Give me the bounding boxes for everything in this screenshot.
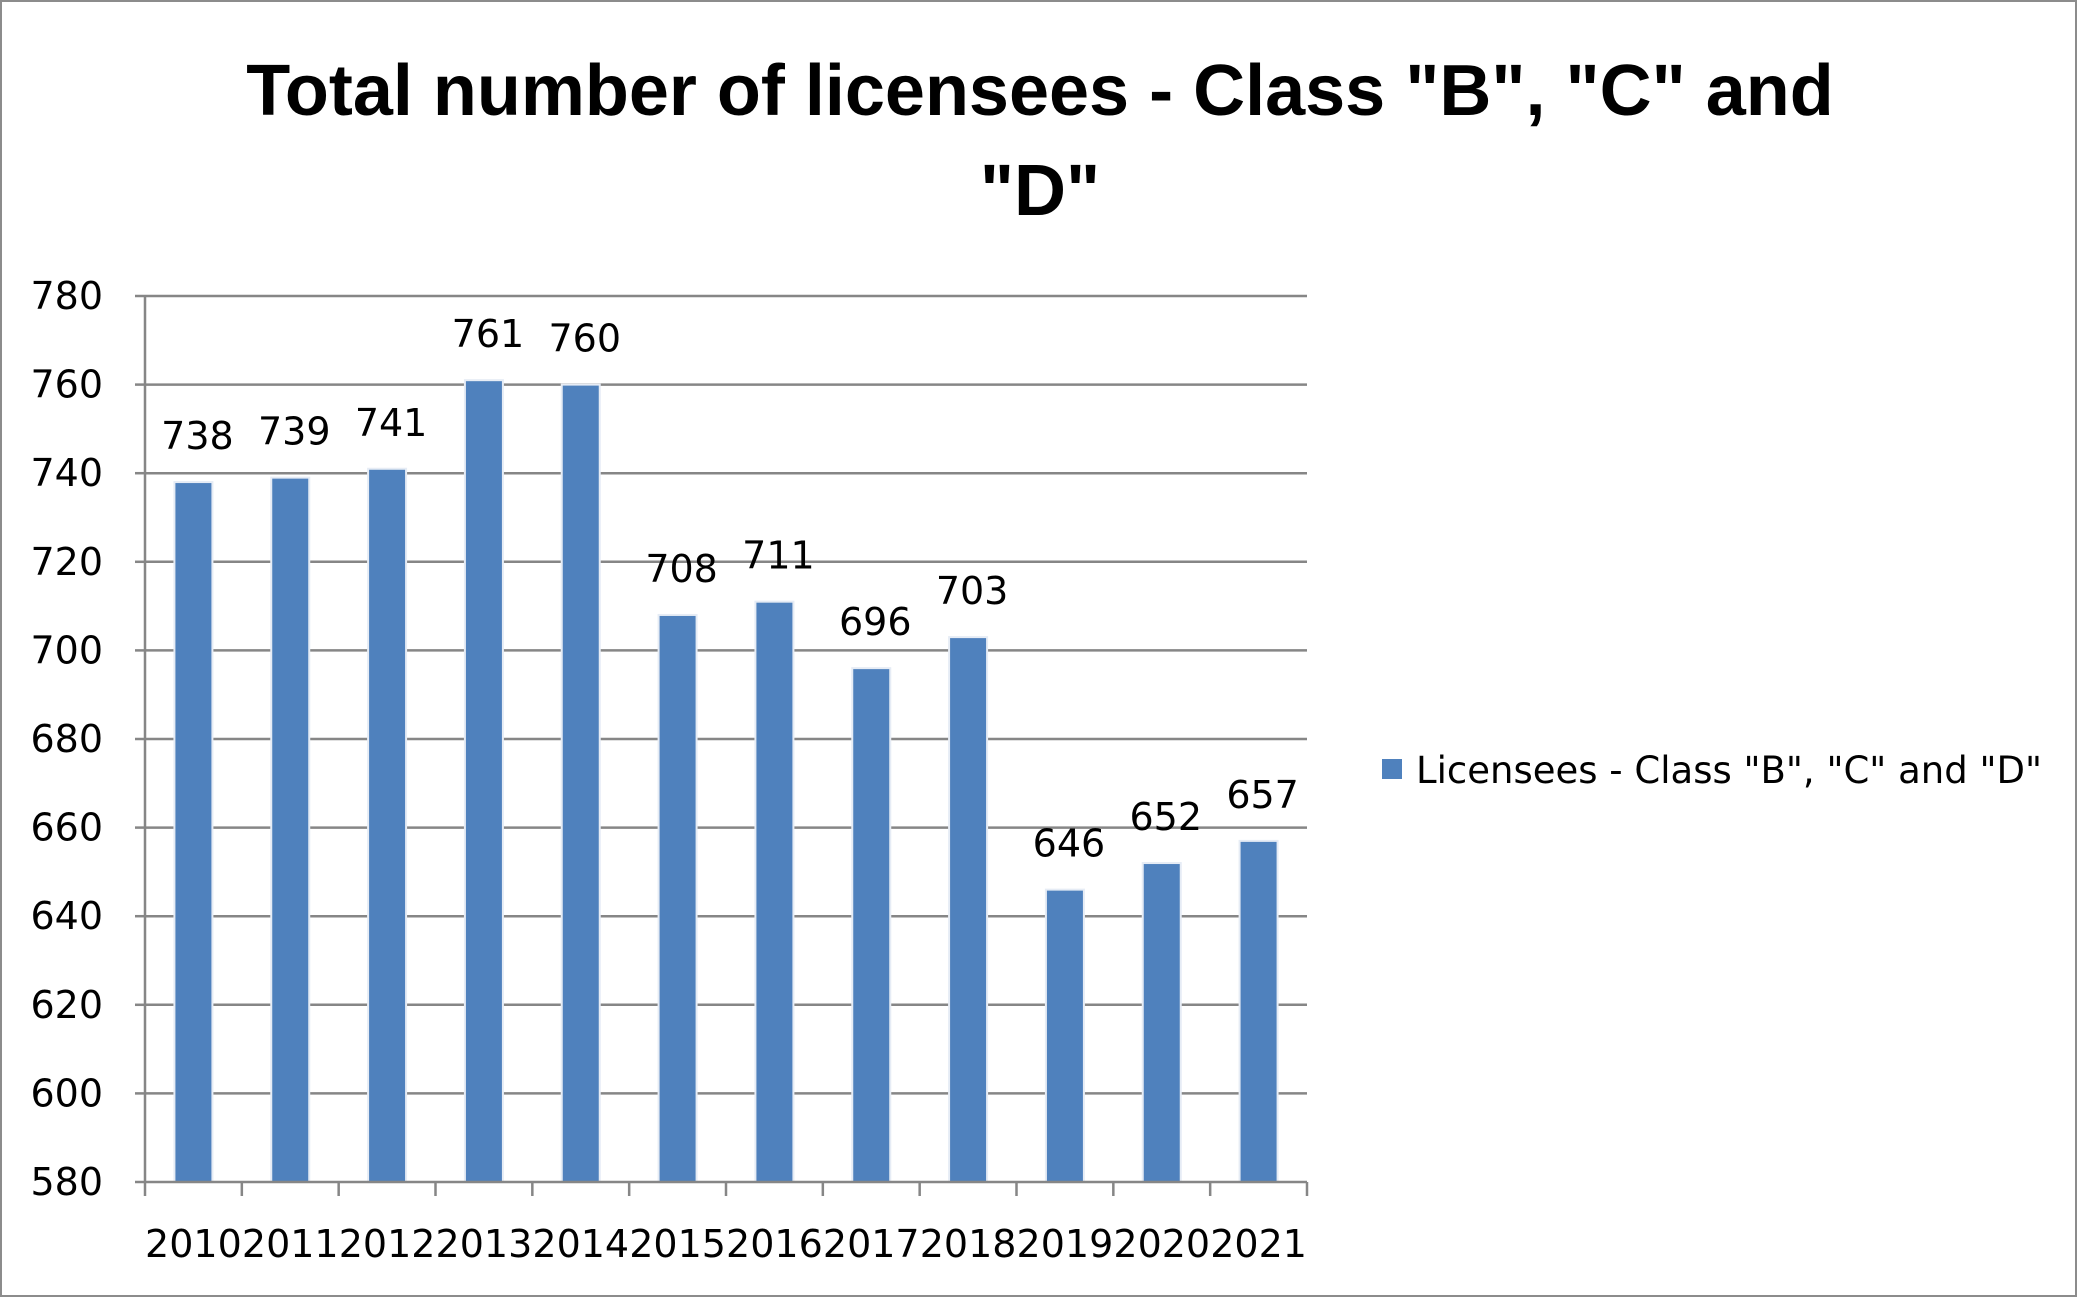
- data-label: 708: [645, 547, 718, 591]
- x-tick-label: 2011: [242, 1222, 339, 1266]
- legend-swatch: [1382, 759, 1402, 779]
- data-label: 703: [936, 569, 1009, 613]
- x-tick-label: 2018: [920, 1222, 1017, 1266]
- y-tick-label: 760: [30, 363, 103, 407]
- legend-label: Licensees - Class "B", "C" and "D": [1416, 749, 2042, 792]
- data-label: 652: [1129, 795, 1202, 839]
- bar: [560, 383, 601, 1184]
- bar: [463, 379, 504, 1184]
- legend: Licensees - Class "B", "C" and "D": [1382, 749, 2042, 792]
- y-tick-label: 600: [30, 1071, 103, 1115]
- data-label: 646: [1033, 822, 1106, 866]
- bar: [754, 600, 795, 1183]
- data-label: 696: [839, 600, 912, 644]
- y-tick-label: 700: [30, 628, 103, 672]
- bar: [270, 476, 311, 1183]
- x-tick-label: 2010: [145, 1222, 242, 1266]
- x-axis-ticks: 2010 2011 2012 2013 2014 2015 2016 2017 2018 2019…: [143, 1182, 1309, 1266]
- bar: [173, 481, 214, 1183]
- x-tick-label: 2020: [1113, 1222, 1210, 1266]
- bar: [1044, 888, 1085, 1183]
- y-tick-label: 620: [30, 983, 103, 1027]
- y-tick-label: 680: [30, 717, 103, 761]
- chart-title-line-1: Total number of licensees - Class "B", "…: [246, 51, 1834, 131]
- x-tick-label: 2014: [532, 1222, 629, 1266]
- x-tick-label: 2012: [339, 1222, 436, 1266]
- y-tick-label: 580: [30, 1160, 103, 1204]
- x-tick-label: 2016: [726, 1222, 823, 1266]
- bar: [367, 467, 408, 1183]
- bars: 738 739 741 761 760 708 711 696 703 646 652 657: [161, 312, 1299, 1184]
- chart-title: Total number of licensees - Class "B", "…: [246, 51, 1834, 231]
- y-tick-label: 780: [30, 274, 103, 318]
- data-label: 657: [1226, 773, 1299, 817]
- gridlines: [145, 294, 1307, 1095]
- data-label: 738: [161, 414, 234, 458]
- y-tick-label: 720: [30, 540, 103, 584]
- data-label: 761: [452, 312, 525, 356]
- y-tick-label: 740: [30, 451, 103, 495]
- x-tick-label: 2019: [1017, 1222, 1114, 1266]
- y-tick-label: 660: [30, 806, 103, 850]
- data-label: 760: [548, 317, 621, 361]
- y-axis-ticks: 580 600 620 640 660 680 700 720 740 760 780: [30, 274, 145, 1204]
- data-label: 711: [742, 534, 815, 578]
- y-tick-label: 640: [30, 894, 103, 938]
- bar: [1141, 862, 1182, 1183]
- bar: [657, 613, 698, 1183]
- x-tick-label: 2021: [1210, 1222, 1307, 1266]
- data-label: 739: [258, 410, 331, 454]
- bar: [948, 636, 989, 1183]
- x-tick-label: 2017: [823, 1222, 920, 1266]
- x-tick-label: 2015: [629, 1222, 726, 1266]
- bar: [851, 667, 892, 1183]
- x-tick-label: 2013: [436, 1222, 533, 1266]
- bar: [1238, 839, 1279, 1183]
- chart-title-line-2: "D": [980, 151, 1100, 231]
- data-label: 741: [355, 401, 428, 445]
